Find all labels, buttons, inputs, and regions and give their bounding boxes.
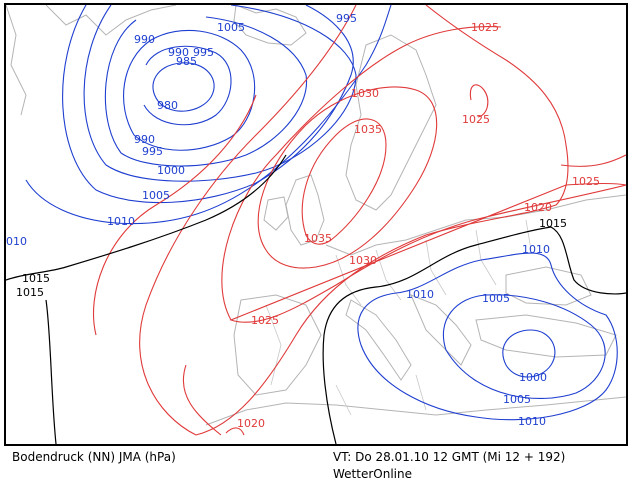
- isobar-995: [104, 16, 308, 167]
- iberia-coast: [233, 294, 322, 396]
- label-1000-b: 1000: [519, 371, 547, 384]
- label-1030-b: 1030: [349, 254, 377, 267]
- label-1010-d: 1010: [518, 415, 546, 428]
- label-1025-d: 1025: [572, 175, 600, 188]
- greenland-coast: [6, 5, 177, 116]
- isobar-1025-ne: [469, 84, 489, 118]
- label-985: 985: [176, 55, 197, 68]
- coastlines: [6, 5, 626, 426]
- label-995-c: 995: [142, 145, 163, 158]
- label-1005-c: 1005: [482, 292, 510, 305]
- isobar-990: [123, 29, 256, 151]
- reference-isobars: [6, 154, 626, 444]
- isobar-1020-small: [225, 427, 245, 436]
- high-pressure-isobars: [92, 5, 626, 436]
- isobar-980: [152, 62, 215, 112]
- isobar-1000: [83, 5, 357, 182]
- isobar-1035-core: [301, 118, 387, 245]
- europe-mainland-coast: [325, 194, 626, 256]
- label-990-a: 990: [134, 33, 155, 46]
- label-980: 980: [157, 99, 178, 112]
- isobar-1020: [139, 5, 569, 436]
- label-1030-a: 1030: [351, 87, 379, 100]
- label-1025-c: 1025: [251, 314, 279, 327]
- label-1005-d: 1005: [503, 393, 531, 406]
- isobar-1015-east: [322, 226, 626, 444]
- africa-coast: [205, 396, 626, 426]
- label-1035-a: 1035: [354, 123, 382, 136]
- scandinavia-coast: [345, 34, 437, 211]
- label-1005-b: 1005: [142, 189, 170, 202]
- isobar-1030: [257, 86, 438, 269]
- label-1010-edge: 010: [6, 235, 27, 248]
- isobar-1000-med: [502, 329, 556, 378]
- label-990-c: 990: [134, 133, 155, 146]
- label-1015-b: 1015: [16, 286, 44, 299]
- label-1020-a: 1020: [524, 201, 552, 214]
- turkey-coast: [475, 314, 617, 358]
- label-995-top: 995: [336, 12, 357, 25]
- label-1025-b: 1025: [462, 113, 490, 126]
- low-pressure-isobars: [25, 5, 392, 225]
- label-1010-a: 1010: [107, 215, 135, 228]
- pressure-map: 1005 995 990 990 995 985 980 990 995 100…: [4, 3, 628, 446]
- isobar-1010-med: [357, 252, 618, 421]
- black-sea-coast: [505, 266, 592, 306]
- product-label: Bodendruck (NN) JMA (hPa): [12, 450, 176, 464]
- label-1005-top: 1005: [217, 21, 245, 34]
- isobar-1025: [221, 26, 626, 323]
- label-995-b: 995: [193, 46, 214, 59]
- label-1035-b: 1035: [304, 232, 332, 245]
- isobar-1005: [62, 5, 354, 204]
- brand-label: WetterOnline: [333, 467, 412, 481]
- isobar-985: [143, 45, 232, 126]
- label-1000: 1000: [157, 164, 185, 177]
- isobar-1010: [25, 5, 392, 225]
- med-low-isobars: [357, 252, 618, 421]
- isobar-1015-atlantic: [45, 299, 57, 444]
- valid-time-label: VT: Do 28.01.10 12 GMT (Mi 12 + 192): [333, 450, 566, 464]
- label-1015-c: 1015: [539, 217, 567, 230]
- pressure-map-canvas: 1005 995 990 990 995 985 980 990 995 100…: [6, 5, 626, 444]
- italy-coast: [345, 299, 412, 381]
- isobar-labels: 1005 995 990 990 995 985 980 990 995 100…: [6, 12, 600, 430]
- isobar-1015-west: [6, 154, 287, 281]
- ireland-coast: [263, 196, 289, 231]
- label-1025-top: 1025: [471, 21, 499, 34]
- isobar-1015-red: [92, 94, 257, 436]
- label-1015-a: 1015: [22, 272, 50, 285]
- balkans-coast: [410, 294, 472, 366]
- label-1010-c: 1010: [406, 288, 434, 301]
- label-1010-b: 1010: [522, 243, 550, 256]
- label-1020-b: 1020: [237, 417, 265, 430]
- isobar-1005-med: [442, 294, 606, 399]
- label-990-b: 990: [168, 46, 189, 59]
